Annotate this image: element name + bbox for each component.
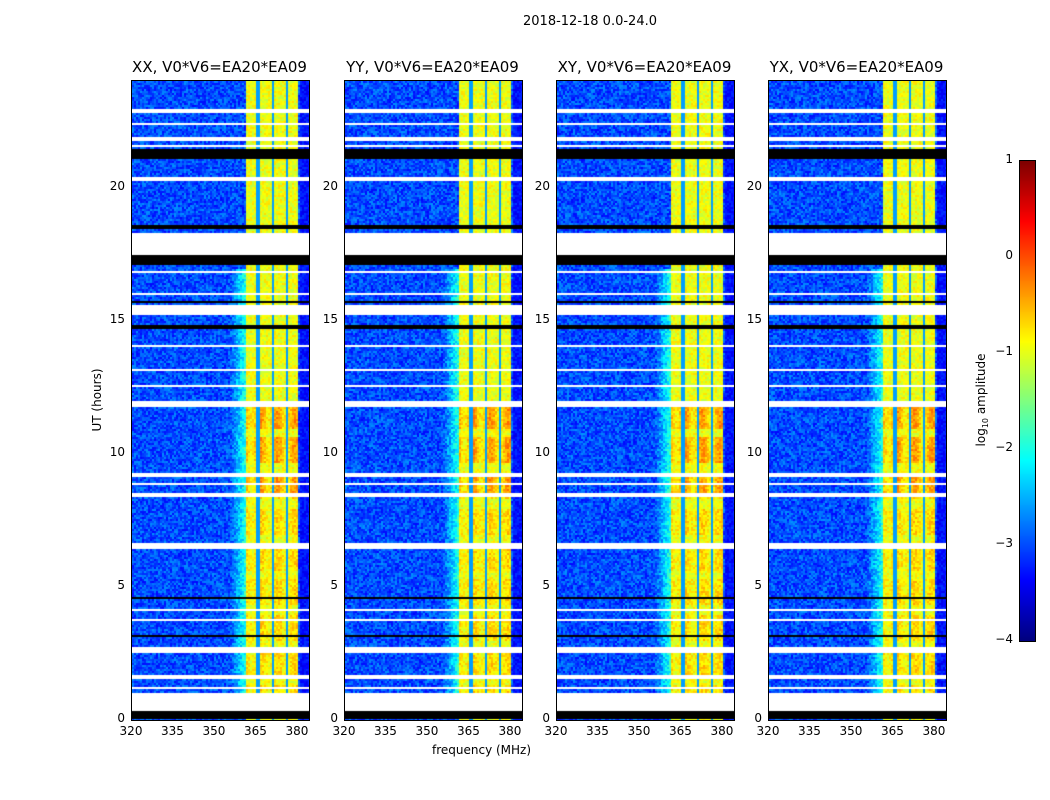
x-tick-label: 350 xyxy=(415,724,439,738)
colorbar-tick-label: −4 xyxy=(995,632,1013,646)
y-tick-label: 5 xyxy=(117,577,125,592)
colorbar-tick-label: −1 xyxy=(995,344,1013,358)
x-tick-label: 320 xyxy=(332,724,356,738)
colorbar-tick-label: −2 xyxy=(995,440,1013,454)
y-tick-label: 10 xyxy=(322,444,338,459)
waterfall-heatmap-yx xyxy=(768,80,947,721)
x-tick-label: 335 xyxy=(798,724,821,738)
x-tick-label: 380 xyxy=(285,724,309,738)
x-axis-label: frequency (MHz) xyxy=(432,743,532,757)
y-tick-label: 20 xyxy=(534,178,550,193)
x-tick-label: 380 xyxy=(498,724,522,738)
x-tick-label: 335 xyxy=(161,724,184,738)
y-tick-label: 20 xyxy=(109,178,125,193)
waterfall-heatmap-xy xyxy=(556,80,735,721)
x-tick-label: 320 xyxy=(119,724,143,738)
panel-title: YX, V0*V6=EA20*EA09 xyxy=(769,58,944,76)
waterfall-heatmap-xx xyxy=(131,80,310,721)
y-tick-label: 15 xyxy=(322,311,338,326)
x-tick-label: 380 xyxy=(710,724,734,738)
y-tick-label: 10 xyxy=(534,444,550,459)
x-tick-label: 350 xyxy=(839,724,863,738)
y-axis-label: UT (hours) xyxy=(90,368,104,432)
x-tick-label: 380 xyxy=(922,724,946,738)
figure-title: 2018-12-18 0.0-24.0 xyxy=(523,14,657,29)
x-tick-label: 365 xyxy=(669,724,692,738)
panel-title: XX, V0*V6=EA20*EA09 xyxy=(132,58,307,76)
y-tick-label: 15 xyxy=(534,311,550,326)
y-tick-label: 0 xyxy=(754,711,762,725)
waterfall-heatmap-yy xyxy=(344,80,523,721)
colorbar-tick-label: 0 xyxy=(1005,248,1013,262)
y-tick-label: 15 xyxy=(746,311,762,326)
colorbar-label: log10 amplitude xyxy=(973,353,991,447)
y-tick-label: 10 xyxy=(109,444,125,459)
y-tick-label: 0 xyxy=(542,711,550,725)
y-tick-label: 5 xyxy=(754,577,762,592)
x-tick-label: 365 xyxy=(244,724,267,738)
y-tick-label: 5 xyxy=(542,577,550,592)
x-tick-label: 320 xyxy=(544,724,568,738)
colorbar-tick-label: −3 xyxy=(995,536,1013,550)
y-tick-label: 20 xyxy=(322,178,338,193)
x-tick-label: 320 xyxy=(756,724,780,738)
panel-title: XY, V0*V6=EA20*EA09 xyxy=(557,58,732,76)
y-tick-label: 0 xyxy=(330,711,338,725)
x-tick-label: 350 xyxy=(627,724,651,738)
panel-title: YY, V0*V6=EA20*EA09 xyxy=(346,58,519,76)
y-tick-label: 20 xyxy=(746,178,762,193)
x-tick-label: 350 xyxy=(202,724,226,738)
y-tick-label: 5 xyxy=(330,577,338,592)
y-tick-label: 15 xyxy=(109,311,125,326)
colorbar xyxy=(1019,160,1036,642)
colorbar-tick-label: 1 xyxy=(1005,152,1013,166)
y-tick-label: 0 xyxy=(117,711,125,725)
x-tick-label: 365 xyxy=(457,724,480,738)
x-tick-label: 365 xyxy=(881,724,904,738)
y-tick-label: 10 xyxy=(746,444,762,459)
x-tick-label: 335 xyxy=(374,724,397,738)
x-tick-label: 335 xyxy=(586,724,609,738)
